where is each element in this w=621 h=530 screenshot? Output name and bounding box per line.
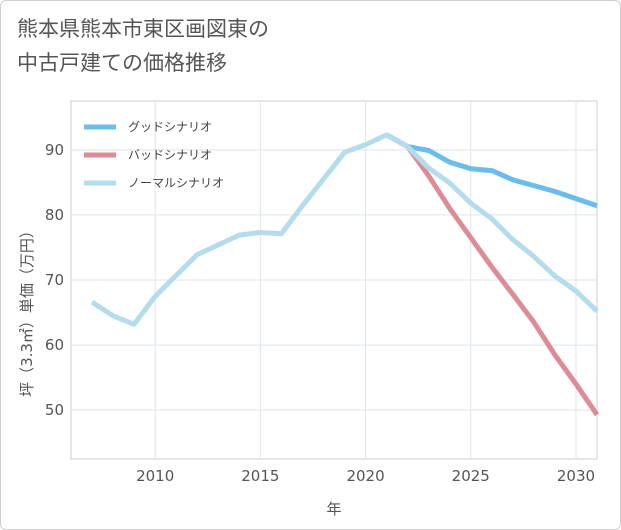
series-line-bad — [385, 132, 600, 417]
x-tick-label: 2030 — [557, 467, 595, 485]
chart-title: 熊本県熊本市東区画図東の 中古戸建ての価格推移 — [17, 12, 269, 80]
y-axis-label: 坪（3.3㎡）単価（万円） — [18, 223, 36, 397]
legend: グッドシナリオ バッドシナリオ ノーマルシナリオ — [84, 120, 224, 190]
y-tick-label: 50 — [45, 401, 64, 419]
tick-labels: 2010 2015 2020 2025 2030 50 60 70 80 90 — [45, 141, 595, 485]
x-tick-label: 2010 — [136, 467, 174, 485]
x-tick-label: 2015 — [241, 467, 279, 485]
y-tick-label: 70 — [45, 271, 64, 289]
x-tick-label: 2020 — [346, 467, 384, 485]
chart-title-line-1: 熊本県熊本市東区画図東の — [17, 17, 269, 41]
y-tick-label: 60 — [45, 336, 64, 354]
x-tick-label: 2025 — [452, 467, 490, 485]
series-line-good — [385, 132, 598, 209]
y-tick-label: 90 — [45, 141, 64, 159]
grid-lines — [71, 101, 597, 459]
legend-label-good: グッドシナリオ — [128, 120, 212, 134]
legend-label-bad: バッドシナリオ — [128, 148, 212, 162]
series-lines — [90, 132, 600, 417]
legend-label-normal: ノーマルシナリオ — [128, 176, 224, 190]
y-tick-label: 80 — [45, 206, 64, 224]
series-line-normal — [90, 132, 599, 327]
chart-title-line-2: 中古戸建ての価格推移 — [17, 51, 227, 75]
x-axis-label: 年 — [326, 500, 341, 518]
